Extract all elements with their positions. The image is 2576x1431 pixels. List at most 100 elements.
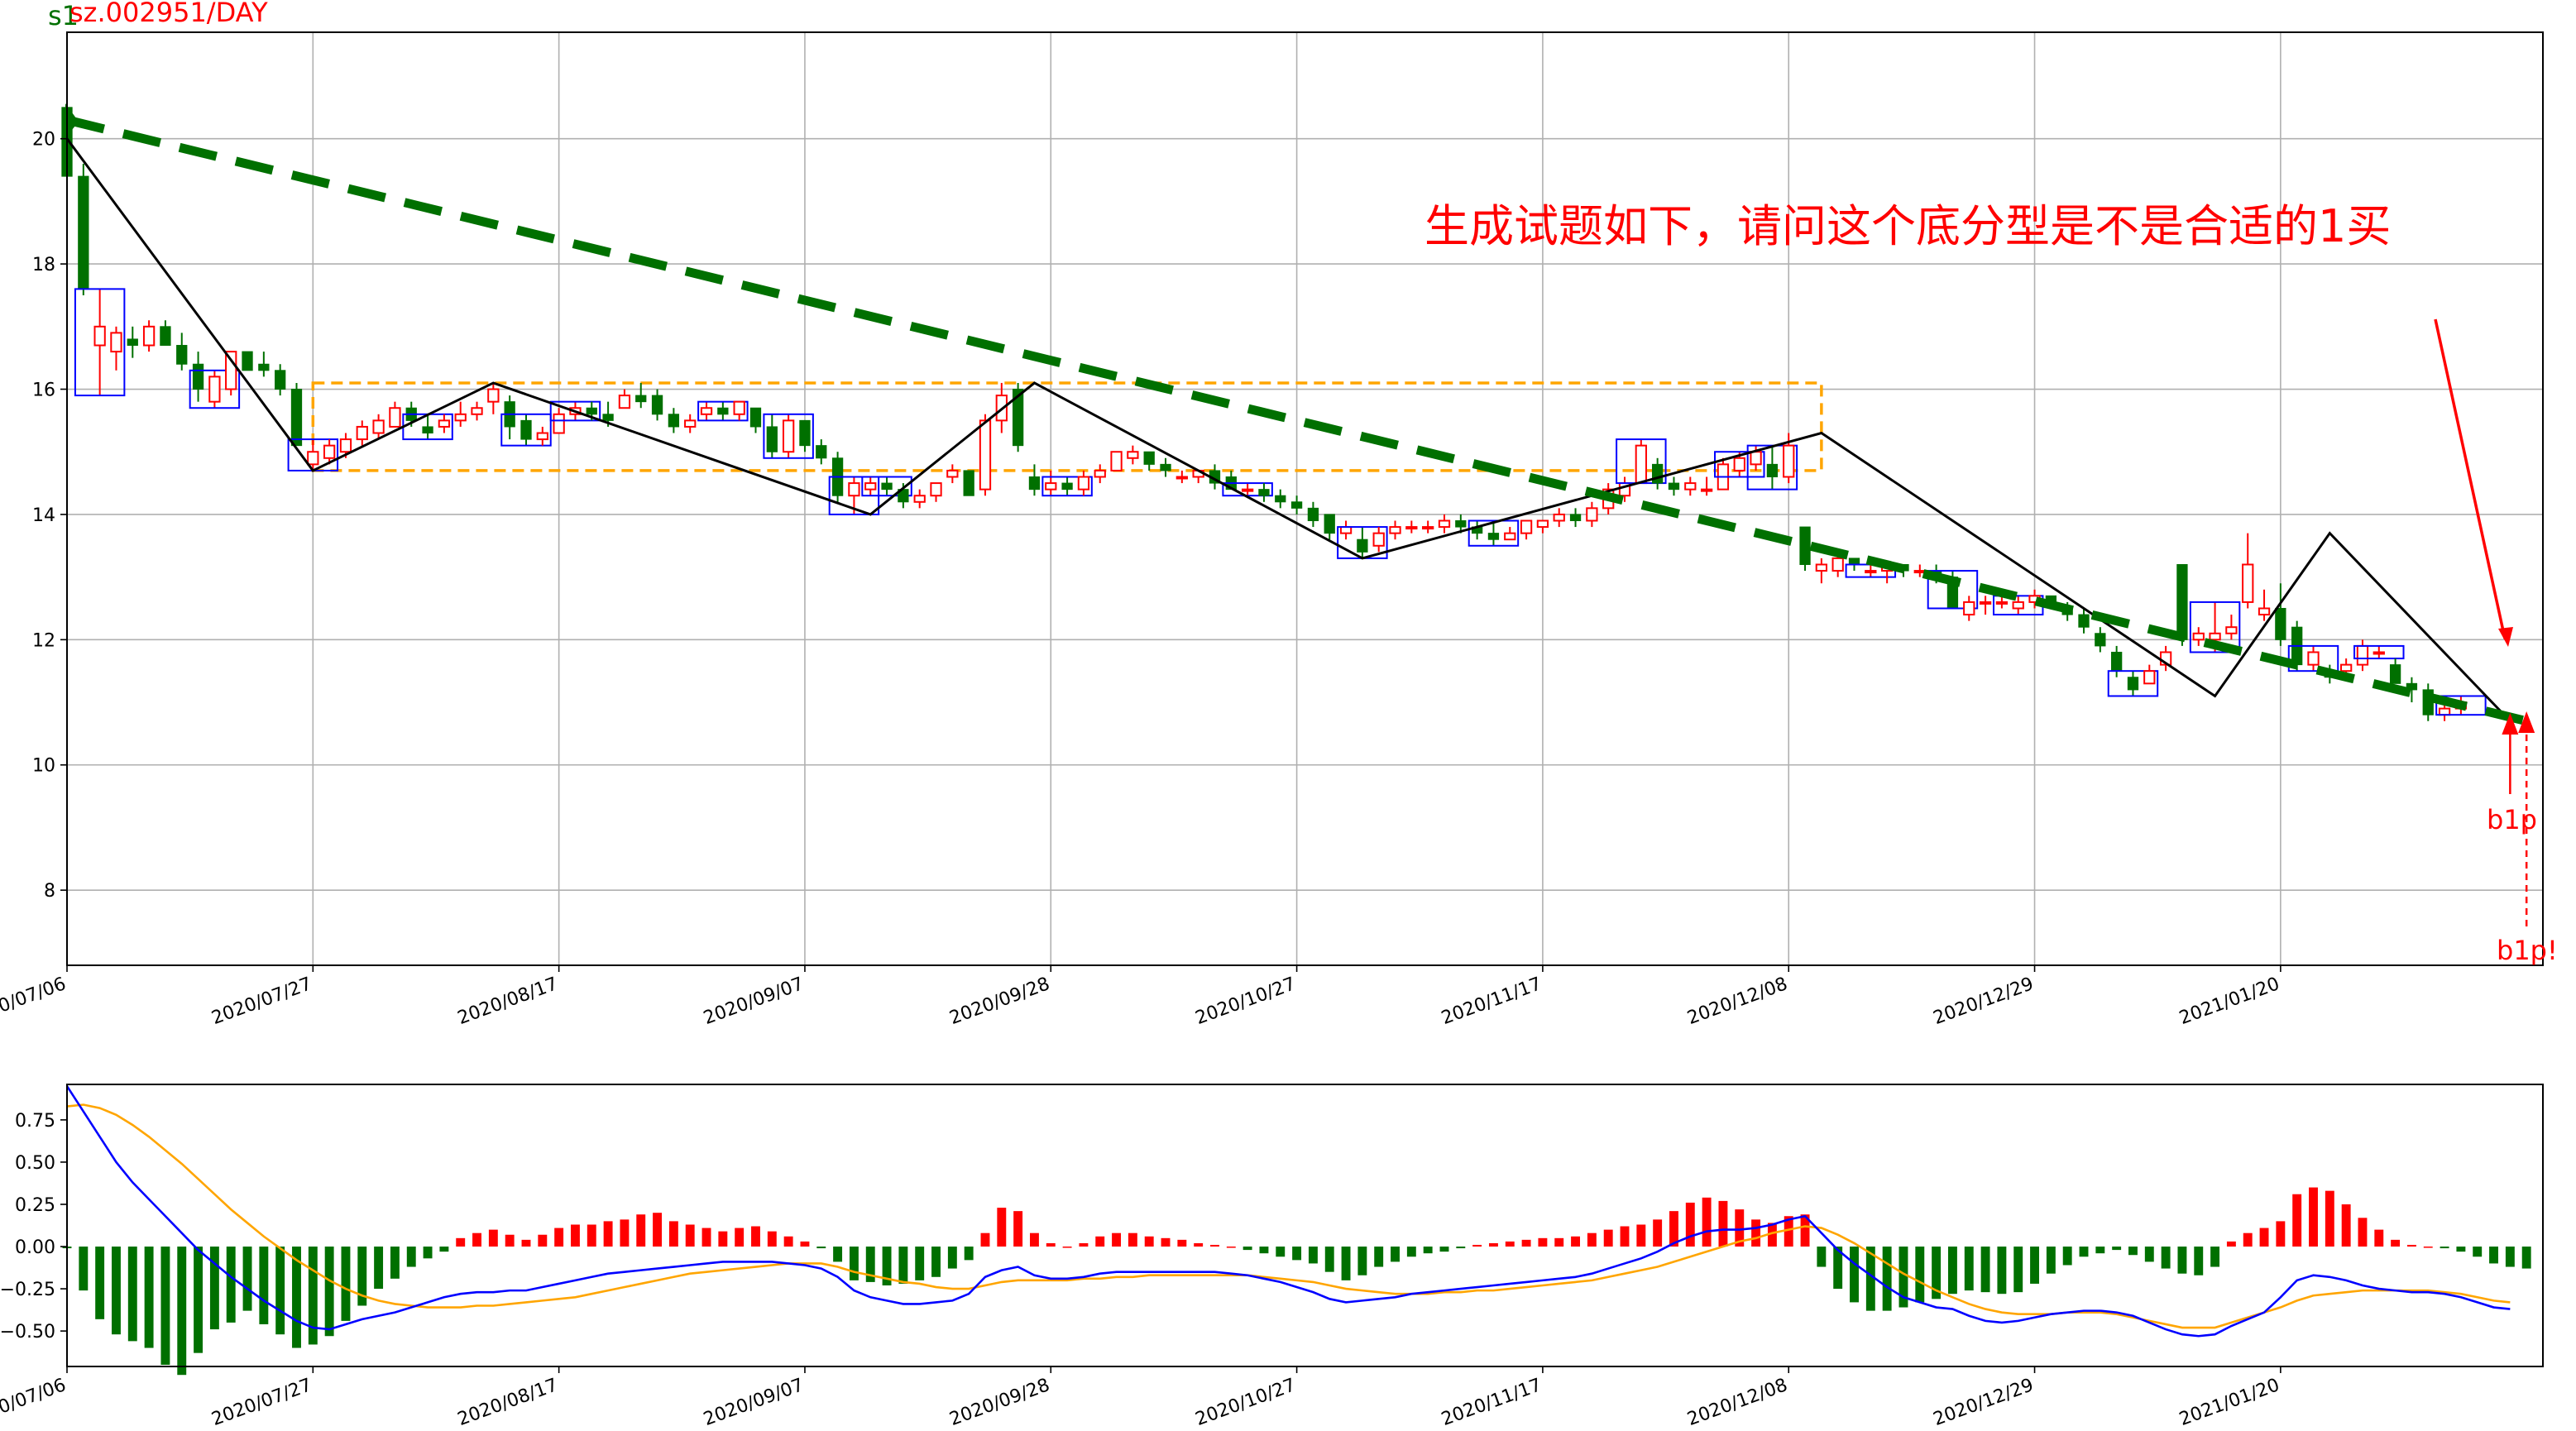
candle-body <box>1127 451 1139 459</box>
macd-hist-bar <box>2161 1247 2171 1269</box>
candle-body <box>1635 444 1647 485</box>
macd-hist-bar <box>1997 1247 2007 1295</box>
fractal-box <box>1714 451 1765 478</box>
candle-body <box>1275 495 1286 503</box>
macd-hist-bar <box>2292 1194 2302 1247</box>
macd-hist-bar <box>308 1247 318 1345</box>
macd-hist-bar <box>571 1224 580 1247</box>
candle-body <box>1995 601 2009 605</box>
macd-hist-bar <box>1800 1214 1810 1247</box>
candle-body <box>1438 519 1451 529</box>
candle-body <box>668 414 680 428</box>
macd-hist-bar <box>1259 1247 1269 1254</box>
buy-confirm-arrow-head <box>2518 711 2535 733</box>
macd-hist-bar <box>1456 1247 1466 1249</box>
candle-body <box>1733 457 1745 471</box>
macd-hist-bar <box>947 1247 957 1269</box>
macd-hist-bar <box>2144 1247 2154 1262</box>
macd-hist-bar <box>2194 1247 2204 1275</box>
macd-hist-bar <box>2079 1247 2089 1257</box>
candle-body <box>2373 651 2385 655</box>
macd-hist-bar <box>997 1208 1007 1247</box>
candle-body <box>192 363 204 390</box>
macd-hist-bar <box>194 1247 203 1353</box>
macd-hist-bar <box>1915 1247 1925 1303</box>
macd-hist-bar <box>1062 1247 1072 1248</box>
macd-hist-bar <box>2406 1244 2416 1247</box>
macd-hist-bar <box>2423 1247 2433 1248</box>
candle-body <box>1750 451 1762 466</box>
macd-hist-bar <box>2391 1239 2401 1247</box>
macd-hist-bar <box>1833 1247 1843 1290</box>
candle-body <box>2389 664 2401 684</box>
macd-hist-bar <box>915 1247 925 1280</box>
macd-hist-bar <box>2062 1247 2072 1266</box>
macd-hist-bar <box>259 1247 269 1324</box>
macd-hist-bar <box>439 1247 449 1252</box>
candle-body <box>2143 670 2156 685</box>
pivot-zone <box>311 381 1823 472</box>
macd-hist-bar <box>816 1247 826 1249</box>
macd-hist-bar <box>2341 1204 2351 1247</box>
macd-hist-bar <box>1653 1219 1663 1247</box>
macd-hist-bar <box>2325 1190 2334 1247</box>
macd-hist-bar <box>1898 1247 1908 1308</box>
candle-body <box>864 482 877 491</box>
candle-body <box>471 407 483 415</box>
macd-hist-bar <box>144 1247 154 1348</box>
candle-body <box>142 325 156 347</box>
macd-hist-bar <box>1243 1247 1252 1251</box>
candle-body <box>1258 489 1270 496</box>
macd-hist-bar <box>898 1247 908 1284</box>
macd-hist-bar <box>1292 1247 1302 1261</box>
macd-hist-bar <box>767 1231 777 1247</box>
macd-hist-bar <box>2013 1247 2023 1293</box>
candle-body <box>700 407 713 415</box>
macd-hist-bar <box>1488 1242 1498 1247</box>
buy-point-label: b1p <box>2487 804 2537 835</box>
candle-body <box>1487 533 1500 540</box>
macd-hist-bar <box>390 1247 400 1279</box>
macd-hist-bar <box>1210 1244 1219 1247</box>
macd-hist-bar <box>1194 1242 1204 1247</box>
price-y-tick-label: 12 <box>32 630 55 651</box>
chart-title: sz.002951/DAY <box>69 0 268 28</box>
macd-hist-bar <box>2489 1247 2498 1264</box>
candle-body <box>454 413 467 422</box>
fractal-box <box>861 476 912 497</box>
macd-hist-bar <box>2046 1247 2056 1274</box>
macd-hist-bar <box>1226 1247 1236 1248</box>
macd-hist-bar <box>1751 1219 1761 1247</box>
macd-hist-bar <box>1718 1200 1728 1247</box>
macd-hist-bar <box>2243 1232 2253 1247</box>
candle-body <box>356 425 368 441</box>
macd-hist-bar <box>2112 1247 2122 1251</box>
price-y-tick-label: 14 <box>32 505 55 526</box>
candle-body <box>586 407 597 415</box>
candle-body <box>2275 607 2286 640</box>
macd-hist-bar <box>1767 1223 1777 1247</box>
macd-hist-bar <box>226 1247 236 1323</box>
candle-body <box>1668 482 1680 491</box>
candle-body <box>487 388 500 403</box>
fractal-box <box>763 413 814 459</box>
fractal-box <box>1041 476 1093 497</box>
macd-hist-bar <box>603 1221 613 1247</box>
candle-body <box>1160 463 1171 471</box>
candle-body <box>2012 601 2024 610</box>
candle-body <box>1339 526 1353 534</box>
macd-hist-bar <box>357 1247 367 1306</box>
trend-start-marker <box>65 103 79 138</box>
candle-body <box>389 407 401 428</box>
candle-body <box>1372 532 1385 547</box>
macd-hist-bar <box>1932 1247 1942 1299</box>
candle-body <box>1045 482 1057 491</box>
price-y-tick-label: 20 <box>32 130 55 151</box>
candle-body <box>1324 514 1335 534</box>
candle-body <box>651 395 663 415</box>
candle-body <box>1094 469 1106 478</box>
macd-hist-bar <box>2374 1229 2384 1247</box>
macd-y-tick-label: 0.75 <box>15 1111 55 1132</box>
macd-hist-bar <box>2128 1247 2138 1256</box>
price-panel-frame <box>66 31 2544 966</box>
